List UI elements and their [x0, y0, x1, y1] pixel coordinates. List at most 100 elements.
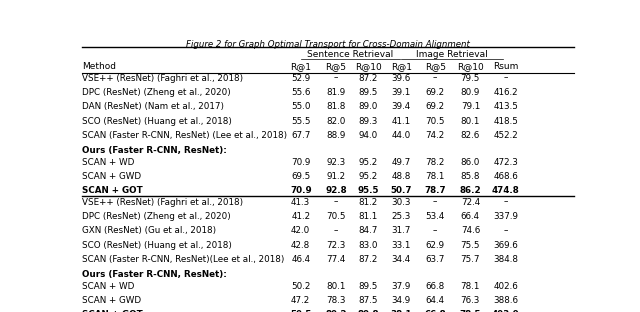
Text: 50.7: 50.7 [390, 187, 412, 195]
Text: 69.5: 69.5 [291, 172, 310, 181]
Text: 81.2: 81.2 [358, 197, 378, 207]
Text: –: – [333, 226, 338, 235]
Text: VSE++ (ResNet) (Faghri et al., 2018): VSE++ (ResNet) (Faghri et al., 2018) [83, 197, 244, 207]
Text: 75.5: 75.5 [461, 241, 480, 250]
Text: 76.3: 76.3 [461, 296, 480, 305]
Text: 72.3: 72.3 [326, 241, 346, 250]
Text: 86.2: 86.2 [460, 187, 481, 195]
Text: 95.2: 95.2 [358, 172, 378, 181]
Text: –: – [333, 197, 338, 207]
Text: 41.3: 41.3 [291, 197, 310, 207]
Text: 418.5: 418.5 [493, 117, 518, 126]
Text: SCAN (Faster R-CNN, ResNet)(Lee et al., 2018): SCAN (Faster R-CNN, ResNet)(Lee et al., … [83, 255, 285, 264]
Text: SCAN + WD: SCAN + WD [83, 158, 135, 167]
Text: 42.0: 42.0 [291, 226, 310, 235]
Text: 87.2: 87.2 [358, 74, 378, 83]
Text: 74.6: 74.6 [461, 226, 480, 235]
Text: 41.1: 41.1 [392, 117, 411, 126]
Text: 81.8: 81.8 [326, 102, 346, 111]
Text: 55.6: 55.6 [291, 88, 310, 97]
Text: 39.4: 39.4 [392, 102, 411, 111]
Text: R@5: R@5 [424, 62, 445, 71]
Text: 81.1: 81.1 [358, 212, 378, 221]
Text: 79.5: 79.5 [461, 74, 480, 83]
Text: 34.4: 34.4 [392, 255, 411, 264]
Text: 69.2: 69.2 [426, 102, 445, 111]
Text: 55.5: 55.5 [291, 117, 310, 126]
Text: Method: Method [83, 62, 116, 71]
Text: 83.0: 83.0 [358, 241, 378, 250]
Text: 78.7: 78.7 [424, 187, 446, 195]
Text: –: – [333, 74, 338, 83]
Text: 41.2: 41.2 [291, 212, 310, 221]
Text: SCO (ResNet) (Huang et al., 2018): SCO (ResNet) (Huang et al., 2018) [83, 241, 232, 250]
Text: 416.2: 416.2 [493, 88, 518, 97]
Text: 66.8: 66.8 [424, 310, 446, 312]
Text: 84.7: 84.7 [358, 226, 378, 235]
Text: 468.6: 468.6 [493, 172, 518, 181]
Text: 80.9: 80.9 [461, 88, 480, 97]
Text: 47.2: 47.2 [291, 296, 310, 305]
Text: 66.8: 66.8 [426, 282, 445, 290]
Text: Sentence Retrieval: Sentence Retrieval [307, 50, 394, 59]
Text: 67.7: 67.7 [291, 131, 310, 140]
Text: 70.5: 70.5 [326, 212, 346, 221]
Text: 89.5: 89.5 [358, 282, 378, 290]
Text: R@10: R@10 [355, 62, 381, 71]
Text: SCAN + GOT: SCAN + GOT [83, 187, 143, 195]
Text: 69.2: 69.2 [426, 88, 445, 97]
Text: 474.8: 474.8 [492, 187, 520, 195]
Text: 64.4: 64.4 [426, 296, 445, 305]
Text: 91.2: 91.2 [326, 172, 346, 181]
Text: 44.0: 44.0 [392, 131, 411, 140]
Text: Rsum: Rsum [493, 62, 518, 71]
Text: 77.4: 77.4 [326, 255, 346, 264]
Text: 50.2: 50.2 [291, 282, 310, 290]
Text: 39.6: 39.6 [392, 74, 411, 83]
Text: 86.0: 86.0 [461, 158, 480, 167]
Text: 384.8: 384.8 [493, 255, 518, 264]
Text: R@10: R@10 [457, 62, 484, 71]
Text: 70.9: 70.9 [290, 187, 312, 195]
Text: 70.9: 70.9 [291, 158, 310, 167]
Text: SCO (ResNet) (Huang et al., 2018): SCO (ResNet) (Huang et al., 2018) [83, 117, 232, 126]
Text: 53.4: 53.4 [426, 212, 445, 221]
Text: 95.5: 95.5 [357, 187, 379, 195]
Text: –: – [433, 226, 437, 235]
Text: –: – [504, 197, 508, 207]
Text: 66.4: 66.4 [461, 212, 480, 221]
Text: 38.1: 38.1 [390, 310, 412, 312]
Text: 72.4: 72.4 [461, 197, 480, 207]
Text: 78.5: 78.5 [460, 310, 481, 312]
Text: 402.6: 402.6 [493, 282, 518, 290]
Text: SCAN (Faster R-CNN, ResNet) (Lee et al., 2018): SCAN (Faster R-CNN, ResNet) (Lee et al.,… [83, 131, 287, 140]
Text: 95.2: 95.2 [358, 158, 378, 167]
Text: 78.1: 78.1 [426, 172, 445, 181]
Text: 70.5: 70.5 [426, 117, 445, 126]
Text: 48.8: 48.8 [392, 172, 411, 181]
Text: 80.2: 80.2 [325, 310, 347, 312]
Text: SCAN + GOT: SCAN + GOT [83, 310, 143, 312]
Text: SCAN + GWD: SCAN + GWD [83, 296, 141, 305]
Text: –: – [433, 197, 437, 207]
Text: 472.3: 472.3 [493, 158, 518, 167]
Text: 89.8: 89.8 [357, 310, 379, 312]
Text: 94.0: 94.0 [358, 131, 378, 140]
Text: 388.6: 388.6 [493, 296, 518, 305]
Text: 337.9: 337.9 [493, 212, 518, 221]
Text: SCAN + WD: SCAN + WD [83, 282, 135, 290]
Text: R@5: R@5 [325, 62, 346, 71]
Text: VSE++ (ResNet) (Faghri et al., 2018): VSE++ (ResNet) (Faghri et al., 2018) [83, 74, 244, 83]
Text: –: – [504, 226, 508, 235]
Text: 413.5: 413.5 [493, 102, 518, 111]
Text: 92.8: 92.8 [325, 187, 347, 195]
Text: 78.1: 78.1 [461, 282, 480, 290]
Text: 89.5: 89.5 [358, 88, 378, 97]
Text: –: – [504, 74, 508, 83]
Text: 39.1: 39.1 [392, 88, 411, 97]
Text: 50.5: 50.5 [290, 310, 312, 312]
Text: 80.1: 80.1 [461, 117, 480, 126]
Text: 88.9: 88.9 [326, 131, 346, 140]
Text: 25.3: 25.3 [392, 212, 411, 221]
Text: 87.5: 87.5 [358, 296, 378, 305]
